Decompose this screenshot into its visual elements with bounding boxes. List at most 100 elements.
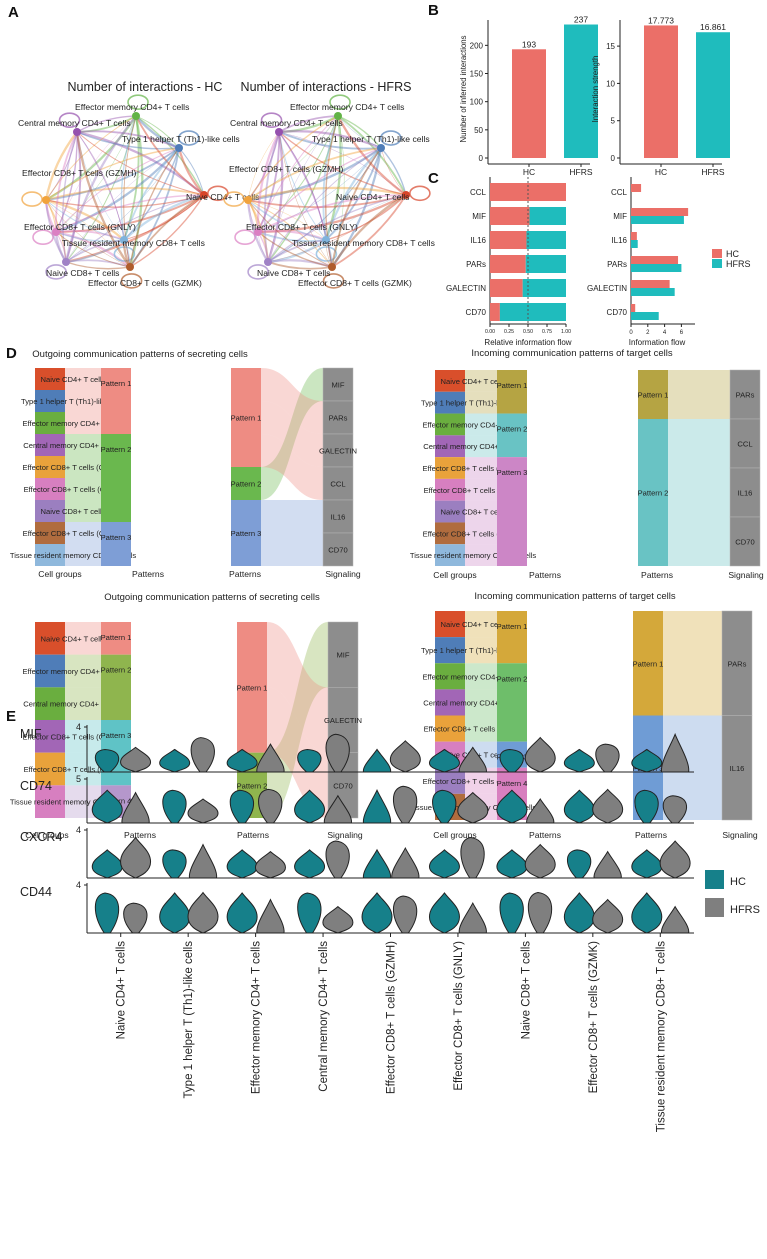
network-edge [257,131,280,233]
cell-group-label: Naive CD4+ T cells [441,620,506,629]
pattern-label: Pattern 3 [497,468,528,477]
violin-hfrs [325,840,350,879]
violin-hc [226,748,258,773]
network-node [244,196,252,204]
pattern-block [237,622,267,753]
pattern-block [497,370,527,414]
network-edge [247,199,327,241]
bar-segment-hc [490,183,566,201]
violin-hfrs [187,798,219,824]
x-tick-label: 1.00 [561,329,571,335]
axis-label-patterns: Patterns [237,830,269,840]
category-label: CCL [611,188,628,197]
cell-group-block [35,622,65,655]
signal-label: GALECTIN [324,716,362,725]
x-tick-label: Effector memory CD4+ T cells [251,941,263,1094]
pattern-block [497,457,527,566]
network-edge [76,131,125,241]
panel-c-information-flow: CCL MIF IL16 PARs GALECTIN CD70 0.00 0.25 0.50 0.… [446,177,751,347]
network-edge [55,194,205,233]
x-tick-label: Effector CD8+ T cells (GZMH) [386,941,398,1094]
bar-segment-hfrs [522,279,566,297]
cell-group-block [35,654,65,688]
x-tick-label: Central memory CD4+ T cells [318,941,330,1092]
signal-label: CCL [330,480,345,489]
bar-segment-hc [490,207,530,225]
pattern-block [633,611,663,716]
x-tick-label: Effector CD8+ T cells (GNLY) [453,941,465,1091]
alluvial-flow [261,533,323,566]
violin-hc [162,789,187,824]
alluvial-title: Outgoing communication patterns of secre… [32,349,248,360]
network-edge [247,147,382,201]
network-node-label: Central memory CD4+ T cells [18,118,131,128]
network-title-hfrs: Number of interactions - HFRS [241,80,412,94]
network-edge [247,147,382,202]
network-self-loop [58,112,81,128]
network-edge [55,231,131,268]
cell-group-label: Effector memory CD4+ T cells [22,419,123,428]
x-tick-label: 0.75 [542,329,552,335]
axis-label-patterns: Patterns [229,569,261,579]
violin-hc [566,849,592,879]
bar-hc [631,280,670,288]
network-node [42,196,50,204]
network-edge [331,147,382,268]
cell-group-label: Type 1 helper T (Th1)-like cells [421,399,525,408]
network-edge [325,194,407,241]
signal-block [729,418,761,469]
violin-hfrs [526,798,555,824]
alluvial-flow [65,368,101,390]
y-axis-label: Number of inferred interactions [459,35,468,142]
network-edge [45,199,131,268]
cell-group-block [35,456,65,478]
network-edge [331,194,407,268]
x-tick-label: 4 [663,330,667,336]
network-node-label: Naive CD8+ T cells [46,268,119,278]
network-edge [76,131,180,150]
violin-hfrs [120,836,152,879]
network-edge [65,131,82,263]
x-tick-label: 0.00 [485,329,495,335]
legend-label-hc: HC [726,249,739,259]
cell-group-block [435,413,465,436]
x-tick-label: Type 1 helper T (Th1)-like cells [183,941,195,1099]
violin-hc [297,892,322,934]
cell-group-label: Tissue resident memory CD8+ T cells [410,551,536,560]
network-node-label: Effector CD8+ T cells (GNLY) [24,222,136,232]
violin-hc [94,748,120,773]
bar-hc [631,304,636,312]
violin-hc [362,788,392,824]
violin-hfrs [524,736,556,773]
alluvial-flow [465,435,497,458]
bar-value-label: 237 [574,15,588,25]
network-node [322,236,330,244]
network-edge [65,194,205,263]
cell-group-label: Type 1 helper T (Th1)-like cells [21,397,125,406]
violin-hc [226,892,258,934]
pattern-block [231,467,261,500]
alluvial-flow [261,368,323,434]
violin-hc [159,748,191,773]
cell-group-label: Effector memory CD4+ T cells [422,420,523,429]
axis-label-cell-groups: Cell groups [433,830,476,840]
network-edge [55,147,180,234]
network-self-loop [113,246,136,262]
network-edge [247,186,407,202]
network-node [200,191,208,199]
network-edge [257,115,339,233]
y-tick-label: 10 [606,79,615,88]
network-edge [247,199,333,268]
network-edge [257,115,339,233]
network-edge [123,115,137,268]
signal-block [729,516,761,567]
pattern-block [231,368,261,467]
network-self-loop [260,112,283,128]
cell-group-label: Tissue resident memory CD8+ T cells [10,551,136,560]
network-edge [45,186,205,201]
signal-label: PARs [736,391,755,400]
network-edge [135,115,205,196]
network-edge [64,115,137,263]
cell-group-block [35,390,65,412]
y-tick-label: 50 [474,126,483,135]
